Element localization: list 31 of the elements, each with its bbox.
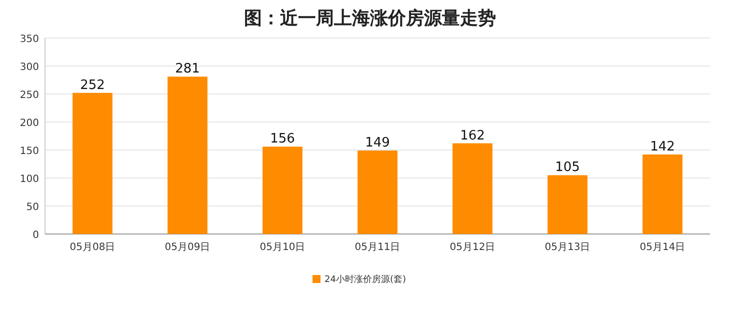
x-tick-label: 05月08日 <box>70 242 116 253</box>
bar <box>72 92 112 234</box>
x-tick-label: 05月14日 <box>640 242 686 253</box>
bar <box>452 143 492 234</box>
y-tick-label: 50 <box>26 202 39 213</box>
x-tick-label: 05月10日 <box>260 242 306 253</box>
data-label: 105 <box>555 160 580 176</box>
data-label: 156 <box>270 132 295 147</box>
y-tick-label: 350 <box>20 34 39 45</box>
bar <box>262 146 302 234</box>
data-label: 149 <box>365 136 390 151</box>
legend-label: 24小时涨价房源(套) <box>324 274 406 285</box>
data-label: 162 <box>460 128 485 144</box>
x-tick-label: 05月12日 <box>450 242 496 253</box>
data-label: 281 <box>175 62 200 77</box>
bar <box>548 175 588 234</box>
y-tick-label: 0 <box>32 230 39 241</box>
chart-title: 图：近一周上海涨价房源量走势 <box>244 8 496 29</box>
x-tick-label: 05月13日 <box>544 242 590 253</box>
y-tick-label: 100 <box>20 174 39 185</box>
x-tick-label: 05月09日 <box>164 242 210 253</box>
data-label: 142 <box>650 139 675 154</box>
y-tick-label: 250 <box>20 90 39 101</box>
x-tick-label: 05月11日 <box>354 242 400 253</box>
bar <box>642 154 682 234</box>
y-tick-label: 300 <box>20 62 39 73</box>
y-tick-label: 200 <box>20 118 39 129</box>
bar <box>168 76 208 234</box>
y-tick-label: 150 <box>20 146 39 157</box>
bar <box>358 150 398 234</box>
data-label: 252 <box>80 78 105 93</box>
